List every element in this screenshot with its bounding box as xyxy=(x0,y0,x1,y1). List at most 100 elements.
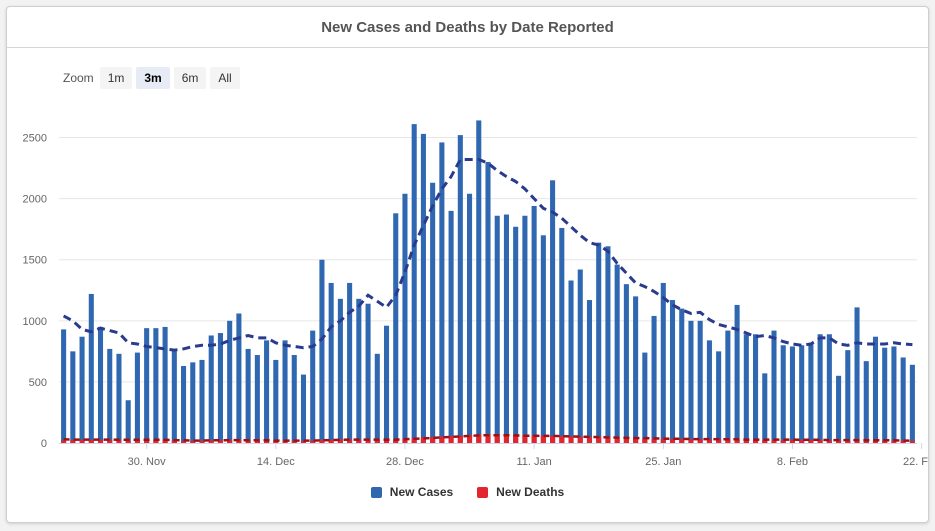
new-cases-bar xyxy=(356,298,362,443)
new-deaths-bar xyxy=(614,437,620,443)
zoom-1m-button[interactable]: 1m xyxy=(99,67,133,89)
new-deaths-bar xyxy=(190,440,196,443)
new-cases-bar xyxy=(310,330,316,443)
new-cases-bar xyxy=(134,352,140,443)
new-cases-bar xyxy=(789,346,795,443)
new-deaths-bar xyxy=(522,435,528,443)
new-cases-bar xyxy=(706,340,712,443)
new-deaths-bar xyxy=(171,440,177,443)
new-deaths-bar xyxy=(872,440,879,443)
new-cases-average-line xyxy=(62,158,913,352)
new-deaths-bar xyxy=(817,440,823,443)
new-deaths-bar xyxy=(217,440,223,443)
new-deaths-bar xyxy=(863,440,869,443)
new-cases-bar xyxy=(236,313,242,443)
new-cases-bar xyxy=(328,282,334,443)
new-deaths-bar xyxy=(826,440,832,443)
new-deaths-bar xyxy=(245,440,251,443)
new-cases-bar xyxy=(181,366,187,443)
new-deaths-bar xyxy=(485,434,491,443)
new-deaths-bar xyxy=(107,439,113,443)
zoom-6m-button[interactable]: 6m xyxy=(173,67,207,89)
new-cases-bar xyxy=(743,334,749,443)
new-cases-bar xyxy=(393,213,399,443)
new-cases-bar xyxy=(872,336,879,443)
new-deaths-bar xyxy=(586,437,593,443)
new-deaths-bar xyxy=(347,439,353,443)
zoom-all-button[interactable]: All xyxy=(210,67,240,89)
new-cases-bar xyxy=(780,345,786,443)
y-tick-label: 1000 xyxy=(23,316,47,328)
x-tick-label: 22. Feb xyxy=(903,456,928,468)
new-deaths-bar xyxy=(79,440,85,443)
legend-swatch-new-cases xyxy=(370,486,382,498)
new-deaths-bar xyxy=(771,440,777,443)
legend: New Cases New Deaths xyxy=(7,485,928,499)
new-cases-bar xyxy=(522,215,528,443)
y-tick-label: 2000 xyxy=(23,194,47,206)
new-cases-bar xyxy=(199,359,205,443)
new-cases-bar xyxy=(633,296,639,443)
new-deaths-bar xyxy=(319,440,325,443)
new-deaths-average-line xyxy=(63,433,913,442)
legend-item-new-deaths[interactable]: New Deaths xyxy=(477,485,564,499)
new-deaths-bar xyxy=(476,434,482,443)
new-deaths-bar xyxy=(909,440,915,443)
new-deaths-bar xyxy=(753,439,759,443)
new-cases-bar xyxy=(347,282,353,443)
new-deaths-bar xyxy=(153,439,159,443)
new-cases-bar xyxy=(891,346,897,443)
new-cases-bar xyxy=(660,282,666,443)
new-cases-bar xyxy=(688,320,694,443)
new-cases-bar xyxy=(826,334,832,443)
zoom-3m-button[interactable]: 3m xyxy=(136,67,170,89)
new-cases-bar xyxy=(420,133,426,443)
new-deaths-bar xyxy=(780,440,786,443)
new-cases-bar xyxy=(503,214,509,443)
new-cases-bar xyxy=(319,259,325,443)
new-deaths-bar xyxy=(891,440,897,443)
new-deaths-bar xyxy=(669,439,676,443)
new-cases-bar xyxy=(531,205,537,443)
zoom-label: Zoom xyxy=(63,71,94,85)
legend-label-new-cases: New Cases xyxy=(389,485,454,499)
new-deaths-bar xyxy=(762,440,768,443)
new-cases-bar xyxy=(79,336,85,443)
x-tick-label: 25. Jan xyxy=(645,456,681,468)
new-cases-bar xyxy=(550,180,556,444)
new-cases-bar xyxy=(116,353,122,443)
new-cases-bar xyxy=(273,359,279,443)
new-cases-bar xyxy=(540,235,546,443)
new-deaths-bar xyxy=(550,435,556,443)
chart-plot: 0 500 1000 1500 2000 2500 30. Nov 14. Dec 28. De… xyxy=(23,120,928,468)
new-deaths-bar xyxy=(467,435,473,443)
new-cases-bar xyxy=(476,120,482,443)
new-cases-bar xyxy=(467,193,473,443)
new-cases-bar xyxy=(190,362,196,443)
new-cases-bar xyxy=(669,300,676,443)
new-deaths-bar xyxy=(457,435,463,443)
legend-label-new-deaths: New Deaths xyxy=(496,485,565,499)
new-deaths-bar xyxy=(300,441,307,443)
new-deaths-bar xyxy=(402,438,408,443)
new-cases-bar xyxy=(144,328,150,443)
new-cases-bar xyxy=(97,326,104,443)
new-cases-bar xyxy=(716,351,722,443)
new-cases-bar xyxy=(651,315,657,443)
zoom-controls: Zoom 1m 3m 6m All xyxy=(63,67,244,89)
new-deaths-bar xyxy=(199,440,205,443)
new-cases-bar xyxy=(513,226,519,443)
new-cases-bar xyxy=(771,330,777,443)
legend-item-new-cases[interactable]: New Cases xyxy=(370,485,454,499)
y-tick-label: 2500 xyxy=(23,133,47,145)
new-cases-bar xyxy=(863,361,869,443)
new-cases-bar xyxy=(457,135,463,444)
new-cases-bar xyxy=(291,355,297,443)
new-cases-bar xyxy=(245,348,251,443)
new-cases-bar xyxy=(217,333,223,443)
new-deaths-bar xyxy=(144,439,150,443)
new-cases-bar xyxy=(107,348,113,443)
new-deaths-bar xyxy=(430,437,436,443)
new-cases-bar xyxy=(882,347,888,443)
new-cases-bar xyxy=(605,246,611,443)
